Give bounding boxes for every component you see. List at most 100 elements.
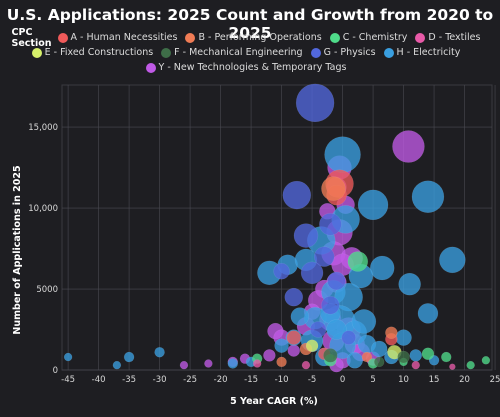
bubble-g[interactable] xyxy=(321,295,340,315)
legend-item-b[interactable]: B - Performing Operations xyxy=(185,32,322,43)
legend-swatch xyxy=(383,47,394,58)
y-tick-label: 5000 xyxy=(36,285,58,295)
bubble-d[interactable] xyxy=(449,363,456,371)
bubble-b[interactable] xyxy=(276,356,287,368)
bubble-h[interactable] xyxy=(439,246,466,274)
legend-label: Y - New Technologies & Temporary Tags xyxy=(158,62,347,73)
bubble-h[interactable] xyxy=(417,303,439,324)
bubble-c[interactable] xyxy=(347,251,369,272)
bubble-b[interactable] xyxy=(361,351,373,363)
legend-swatch xyxy=(329,32,340,43)
bubble-h[interactable] xyxy=(63,352,73,362)
bubble-g[interactable] xyxy=(319,213,342,236)
bubble-f[interactable] xyxy=(323,348,338,363)
bubble-g[interactable] xyxy=(293,223,319,248)
bubble-g[interactable] xyxy=(309,321,327,338)
bubble-y[interactable] xyxy=(179,360,189,370)
bubble-h[interactable] xyxy=(357,189,389,221)
bubble-c[interactable] xyxy=(466,360,475,370)
bubble-g[interactable] xyxy=(327,271,346,291)
x-tick-label: -45 xyxy=(61,375,75,385)
legend-row: Y - New Technologies & Temporary Tags xyxy=(12,60,488,75)
legend-item-y[interactable]: Y - New Technologies & Temporary Tags xyxy=(145,62,347,73)
legend-item-d[interactable]: D - Textiles xyxy=(415,32,480,43)
bubble-h[interactable] xyxy=(324,136,361,173)
bubble-h[interactable] xyxy=(409,349,423,362)
x-tick-label: -5 xyxy=(308,375,316,385)
legend-label: D - Textiles xyxy=(428,32,481,43)
legend-item-g[interactable]: G - Physics xyxy=(310,47,376,58)
ticks: -45 -40 -35 -30 -25 -20 -15 -10 -5 0 5 10 15 20 25 0 500… xyxy=(28,123,500,385)
legend-item-e[interactable]: E - Fixed Constructions xyxy=(31,47,154,58)
legend-label: H - Electricity xyxy=(396,47,461,58)
legend-swatch xyxy=(415,32,426,43)
legend-item-f[interactable]: F - Mechanical Engineering xyxy=(161,47,303,58)
bubble-y[interactable] xyxy=(263,349,276,362)
x-tick-label: -25 xyxy=(183,375,197,385)
x-tick-label: -20 xyxy=(214,375,228,385)
legend-item-h[interactable]: H - Electricity xyxy=(383,47,461,58)
bubble-a[interactable] xyxy=(286,330,302,345)
grid xyxy=(61,84,496,371)
bubble-d[interactable] xyxy=(301,360,311,370)
bubble-b[interactable] xyxy=(385,326,398,340)
y-tick-label: 10,000 xyxy=(28,204,58,214)
bubble-g[interactable] xyxy=(284,287,304,307)
x-axis-label: 5 Year CAGR (%) xyxy=(230,396,318,407)
bubble-y[interactable] xyxy=(392,130,425,163)
legend-swatch xyxy=(57,32,68,43)
bubble-h[interactable] xyxy=(351,309,377,334)
chart-title: U.S. Applications: 2025 Count and Growth… xyxy=(6,6,494,42)
legend-swatch xyxy=(185,32,196,43)
bubble-h[interactable] xyxy=(411,180,445,213)
y-tick-label: 15,000 xyxy=(28,123,58,133)
legend-title: CPC Section xyxy=(11,26,52,49)
bubble-g[interactable] xyxy=(300,261,324,285)
bubble-h[interactable] xyxy=(346,352,364,369)
bubble-h[interactable] xyxy=(369,255,395,281)
bubble-g[interactable] xyxy=(282,180,312,210)
bubble-c[interactable] xyxy=(441,351,452,363)
bubble-d[interactable] xyxy=(411,360,421,370)
legend-swatch xyxy=(31,47,42,58)
bubble-g[interactable] xyxy=(295,83,335,123)
x-tick-label: -10 xyxy=(275,375,289,385)
bubble-y[interactable] xyxy=(204,359,213,368)
bubble-h[interactable] xyxy=(290,307,310,326)
bubble-b[interactable] xyxy=(321,176,346,201)
legend-swatch xyxy=(310,47,321,58)
bubble-h[interactable] xyxy=(227,358,239,369)
x-tick-label: -30 xyxy=(153,375,167,385)
x-tick-label: 5 xyxy=(370,375,375,385)
legend-item-c[interactable]: C - Chemistry xyxy=(329,32,408,43)
bubble-c[interactable] xyxy=(421,347,435,361)
legend-row: CPC Section A - Human Necessities B - Per… xyxy=(12,27,488,49)
legend-label: C - Chemistry xyxy=(342,32,408,43)
bubble-y[interactable] xyxy=(287,344,301,357)
y-axis-label: Number of Applications in 2025 xyxy=(12,165,23,334)
bubble-g[interactable] xyxy=(341,330,356,345)
legend-label: G - Physics xyxy=(323,47,376,58)
bubble-g[interactable] xyxy=(314,246,335,267)
bubble-d[interactable] xyxy=(252,359,262,368)
legend-item-a[interactable]: A - Human Necessities xyxy=(57,32,177,43)
bubble-h[interactable] xyxy=(398,272,421,296)
bubble-e[interactable] xyxy=(305,339,319,352)
bubble-f[interactable] xyxy=(397,350,410,364)
bubble-f[interactable] xyxy=(373,356,385,368)
bubble-h[interactable] xyxy=(274,338,289,353)
bubble-h[interactable] xyxy=(154,346,165,358)
legend-swatch xyxy=(145,62,156,73)
x-tick-label: 15 xyxy=(429,375,440,385)
bubble-g[interactable] xyxy=(273,262,290,280)
bubble-c[interactable] xyxy=(481,356,491,365)
y-tick-label: 0 xyxy=(53,366,58,376)
bubble-h[interactable] xyxy=(326,319,347,340)
bubble-h[interactable] xyxy=(123,351,135,363)
legend-label: E - Fixed Constructions xyxy=(44,47,154,58)
bubble-h[interactable] xyxy=(395,329,412,346)
x-tick-label: 0 xyxy=(340,375,345,385)
legend-label: F - Mechanical Engineering xyxy=(174,47,303,58)
bubble-h[interactable] xyxy=(112,360,122,370)
